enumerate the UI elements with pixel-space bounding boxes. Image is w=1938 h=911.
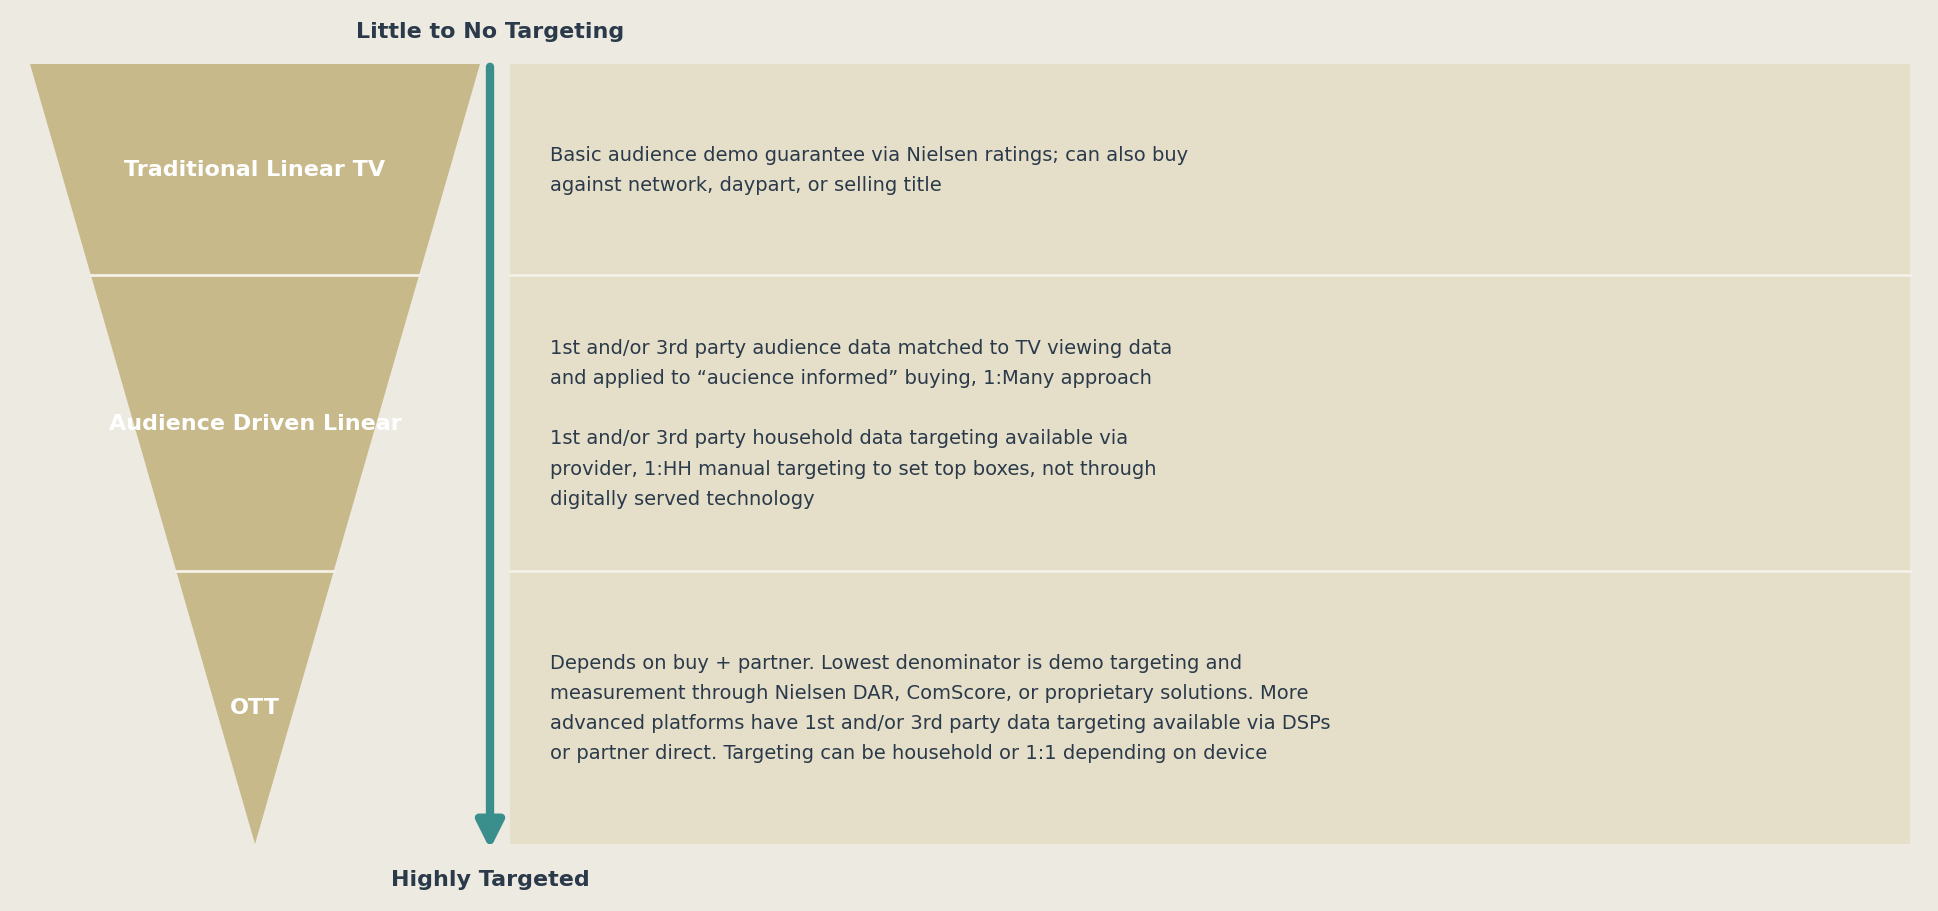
Text: Little to No Targeting: Little to No Targeting bbox=[357, 22, 624, 42]
Polygon shape bbox=[29, 65, 481, 275]
Text: Highly Targeted: Highly Targeted bbox=[391, 869, 589, 889]
Text: Depends on buy + partner. Lowest denominator is demo targeting and
measurement t: Depends on buy + partner. Lowest denomin… bbox=[550, 653, 1331, 763]
Text: Basic audience demo guarantee via Nielsen ratings; can also buy
against network,: Basic audience demo guarantee via Nielse… bbox=[550, 146, 1188, 195]
Polygon shape bbox=[176, 571, 333, 844]
Text: Traditional Linear TV: Traditional Linear TV bbox=[124, 160, 386, 180]
Text: 1st and/or 3rd party audience data matched to TV viewing data
and applied to “au: 1st and/or 3rd party audience data match… bbox=[550, 338, 1172, 508]
Bar bbox=[510, 65, 1911, 844]
Text: Audience Driven Linear: Audience Driven Linear bbox=[109, 414, 401, 434]
Text: OTT: OTT bbox=[231, 698, 279, 718]
Polygon shape bbox=[91, 275, 419, 571]
